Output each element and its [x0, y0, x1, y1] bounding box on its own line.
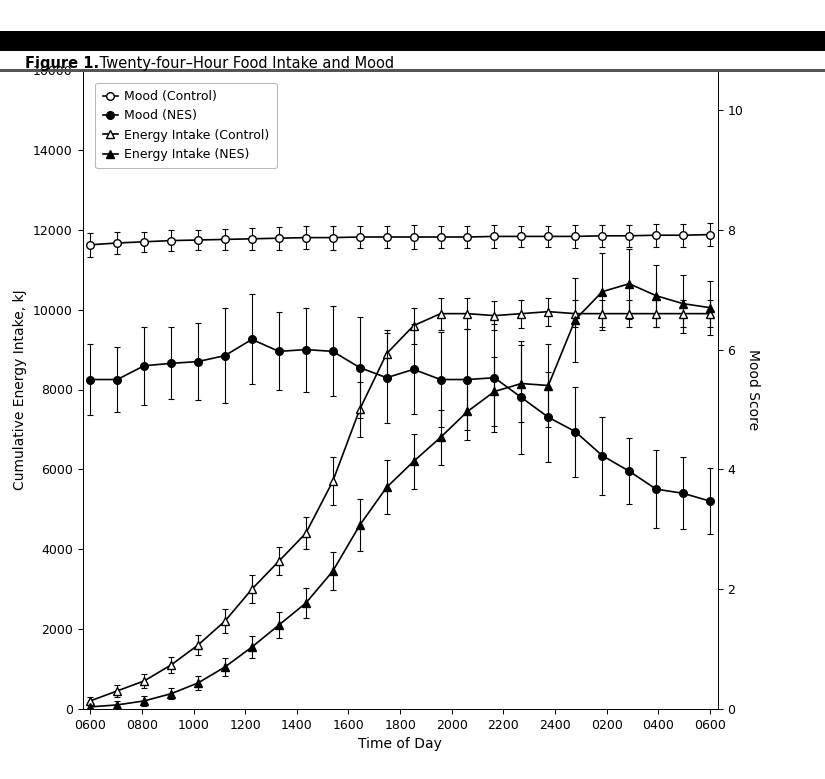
- Text: Twenty-four–Hour Food Intake and Mood: Twenty-four–Hour Food Intake and Mood: [95, 56, 394, 71]
- Text: Figure 1.: Figure 1.: [25, 56, 99, 71]
- Legend: Mood (Control), Mood (NES), Energy Intake (Control), Energy Intake (NES): Mood (Control), Mood (NES), Energy Intak…: [95, 83, 276, 168]
- Y-axis label: Mood Score: Mood Score: [746, 349, 760, 430]
- Y-axis label: Cumulative Energy Intake, kJ: Cumulative Energy Intake, kJ: [13, 289, 27, 490]
- X-axis label: Time of Day: Time of Day: [358, 737, 442, 751]
